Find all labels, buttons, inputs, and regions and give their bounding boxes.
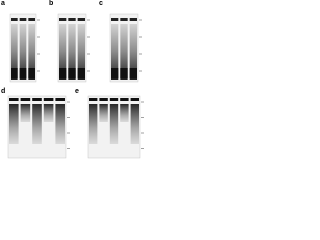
lane-bottom xyxy=(28,68,35,78)
lane-bottom xyxy=(11,68,18,78)
lane-smear xyxy=(20,104,31,122)
lane-smear xyxy=(43,104,54,122)
lane-band xyxy=(130,98,139,101)
lane-smear xyxy=(99,104,108,122)
lane-smear xyxy=(111,24,119,80)
lane-smear xyxy=(130,104,139,144)
lane-smear xyxy=(19,24,27,80)
lane-band xyxy=(111,18,119,21)
lane-smear xyxy=(129,24,137,80)
lane-band xyxy=(59,18,67,21)
lane-band xyxy=(129,18,137,21)
lane-smear xyxy=(68,24,76,80)
panel-label: c xyxy=(99,0,103,7)
panels: a b c d e xyxy=(1,0,144,159)
panel-label: a xyxy=(1,0,5,7)
lane-bottom xyxy=(59,68,67,78)
lane-bottom xyxy=(111,68,119,78)
lane-smear xyxy=(59,24,67,80)
lane-band xyxy=(68,18,76,21)
lane-smear xyxy=(32,104,42,144)
lane-band xyxy=(120,18,128,21)
lane-bottom xyxy=(19,68,27,78)
lane-band xyxy=(43,98,54,101)
lane-band xyxy=(20,98,31,101)
panel-label: e xyxy=(75,88,79,95)
lane-band xyxy=(55,98,65,101)
lane-bottom xyxy=(120,68,128,78)
lane-smear xyxy=(89,104,98,144)
panel-label: d xyxy=(1,88,5,95)
lane-smear xyxy=(28,24,35,80)
lane-smear xyxy=(77,24,85,80)
figure: a b c d e xyxy=(1,0,144,159)
lane-band xyxy=(32,98,42,101)
lane-band xyxy=(19,18,27,21)
lane-band xyxy=(9,98,19,101)
lane-bottom xyxy=(77,68,85,78)
lane-bottom xyxy=(129,68,137,78)
lane-band xyxy=(28,18,35,21)
lane-smear xyxy=(9,104,19,144)
lane-smear xyxy=(55,104,65,144)
lane-band xyxy=(109,98,119,101)
lane-smear xyxy=(120,104,129,122)
panel-label: b xyxy=(49,0,53,7)
lane-band xyxy=(11,18,18,21)
lane-smear xyxy=(109,104,119,144)
lane-bottom xyxy=(68,68,76,78)
lane-band xyxy=(99,98,108,101)
lane-smear xyxy=(11,24,18,80)
lane-band xyxy=(89,98,98,101)
lane-smear xyxy=(120,24,128,80)
lane-band xyxy=(77,18,85,21)
lane-band xyxy=(120,98,129,101)
